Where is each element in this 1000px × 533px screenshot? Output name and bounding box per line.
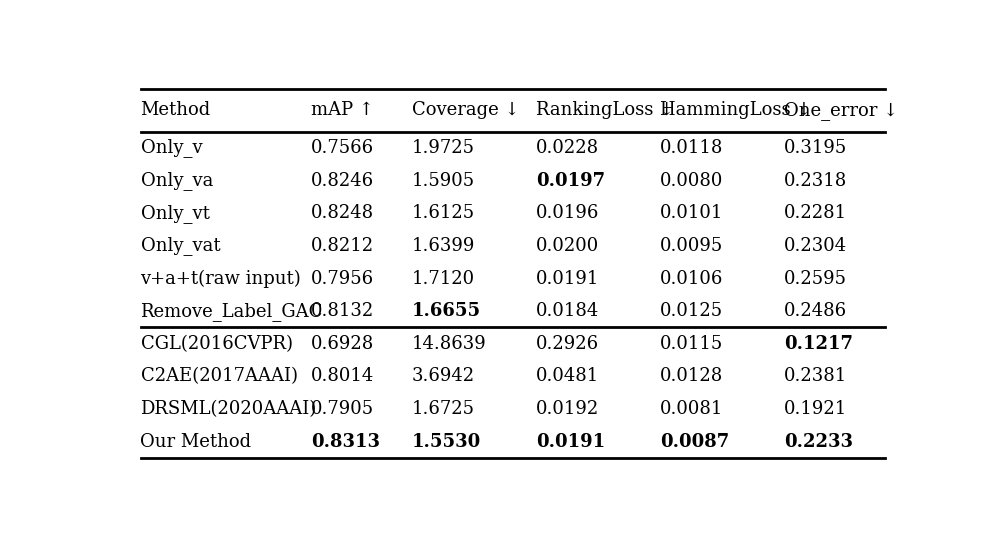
Text: 0.0087: 0.0087 [660, 433, 729, 450]
Text: 1.6725: 1.6725 [412, 400, 475, 418]
Text: 0.2381: 0.2381 [784, 367, 847, 385]
Text: 0.1921: 0.1921 [784, 400, 847, 418]
Text: 0.2233: 0.2233 [784, 433, 853, 450]
Text: 0.0191: 0.0191 [536, 433, 605, 450]
Text: Remove_Label_GAC: Remove_Label_GAC [140, 302, 323, 321]
Text: 1.6399: 1.6399 [412, 237, 475, 255]
Text: 0.0196: 0.0196 [536, 204, 599, 222]
Text: 0.7566: 0.7566 [311, 139, 374, 157]
Text: C2AE(2017AAAI): C2AE(2017AAAI) [140, 367, 298, 385]
Text: 0.2304: 0.2304 [784, 237, 847, 255]
Text: 0.0184: 0.0184 [536, 302, 599, 320]
Text: 1.9725: 1.9725 [412, 139, 475, 157]
Text: 0.3195: 0.3195 [784, 139, 847, 157]
Text: 1.5530: 1.5530 [412, 433, 481, 450]
Text: Our Method: Our Method [140, 433, 252, 450]
Text: 0.2486: 0.2486 [784, 302, 847, 320]
Text: Method: Method [140, 101, 211, 119]
Text: 0.0081: 0.0081 [660, 400, 723, 418]
Text: 0.0118: 0.0118 [660, 139, 723, 157]
Text: 0.8313: 0.8313 [311, 433, 380, 450]
Text: Coverage ↓: Coverage ↓ [412, 101, 519, 119]
Text: 0.2318: 0.2318 [784, 172, 847, 190]
Text: 0.0115: 0.0115 [660, 335, 723, 353]
Text: HammingLoss ↓: HammingLoss ↓ [660, 101, 811, 119]
Text: 0.6928: 0.6928 [311, 335, 374, 353]
Text: 0.0125: 0.0125 [660, 302, 723, 320]
Text: 0.0481: 0.0481 [536, 367, 599, 385]
Text: 0.0101: 0.0101 [660, 204, 723, 222]
Text: 1.6125: 1.6125 [412, 204, 475, 222]
Text: Only_va: Only_va [140, 171, 213, 190]
Text: Only_vt: Only_vt [140, 204, 209, 223]
Text: 0.0080: 0.0080 [660, 172, 723, 190]
Text: mAP ↑: mAP ↑ [311, 101, 374, 119]
Text: 0.0197: 0.0197 [536, 172, 605, 190]
Text: 1.7120: 1.7120 [412, 270, 475, 287]
Text: Only_vat: Only_vat [140, 237, 220, 255]
Text: 0.0191: 0.0191 [536, 270, 599, 287]
Text: One_error ↓: One_error ↓ [784, 101, 898, 119]
Text: RankingLoss ↓: RankingLoss ↓ [536, 101, 674, 119]
Text: 0.0192: 0.0192 [536, 400, 599, 418]
Text: 0.2281: 0.2281 [784, 204, 847, 222]
Text: 0.8212: 0.8212 [311, 237, 374, 255]
Text: 0.8132: 0.8132 [311, 302, 374, 320]
Text: CGL(2016CVPR): CGL(2016CVPR) [140, 335, 292, 353]
Text: 0.8014: 0.8014 [311, 367, 374, 385]
Text: 0.0095: 0.0095 [660, 237, 723, 255]
Text: 0.0128: 0.0128 [660, 367, 723, 385]
Text: 3.6942: 3.6942 [412, 367, 475, 385]
Text: 0.8248: 0.8248 [311, 204, 374, 222]
Text: 0.2595: 0.2595 [784, 270, 847, 287]
Text: Only_v: Only_v [140, 139, 202, 157]
Text: 0.0106: 0.0106 [660, 270, 723, 287]
Text: 0.2926: 0.2926 [536, 335, 599, 353]
Text: v+a+t(raw input): v+a+t(raw input) [140, 269, 301, 288]
Text: DRSML(2020AAAI): DRSML(2020AAAI) [140, 400, 317, 418]
Text: 0.8246: 0.8246 [311, 172, 374, 190]
Text: 0.0200: 0.0200 [536, 237, 599, 255]
Text: 1.5905: 1.5905 [412, 172, 475, 190]
Text: 14.8639: 14.8639 [412, 335, 486, 353]
Text: 0.7905: 0.7905 [311, 400, 374, 418]
Text: 1.6655: 1.6655 [412, 302, 481, 320]
Text: 0.7956: 0.7956 [311, 270, 374, 287]
Text: 0.1217: 0.1217 [784, 335, 853, 353]
Text: 0.0228: 0.0228 [536, 139, 599, 157]
